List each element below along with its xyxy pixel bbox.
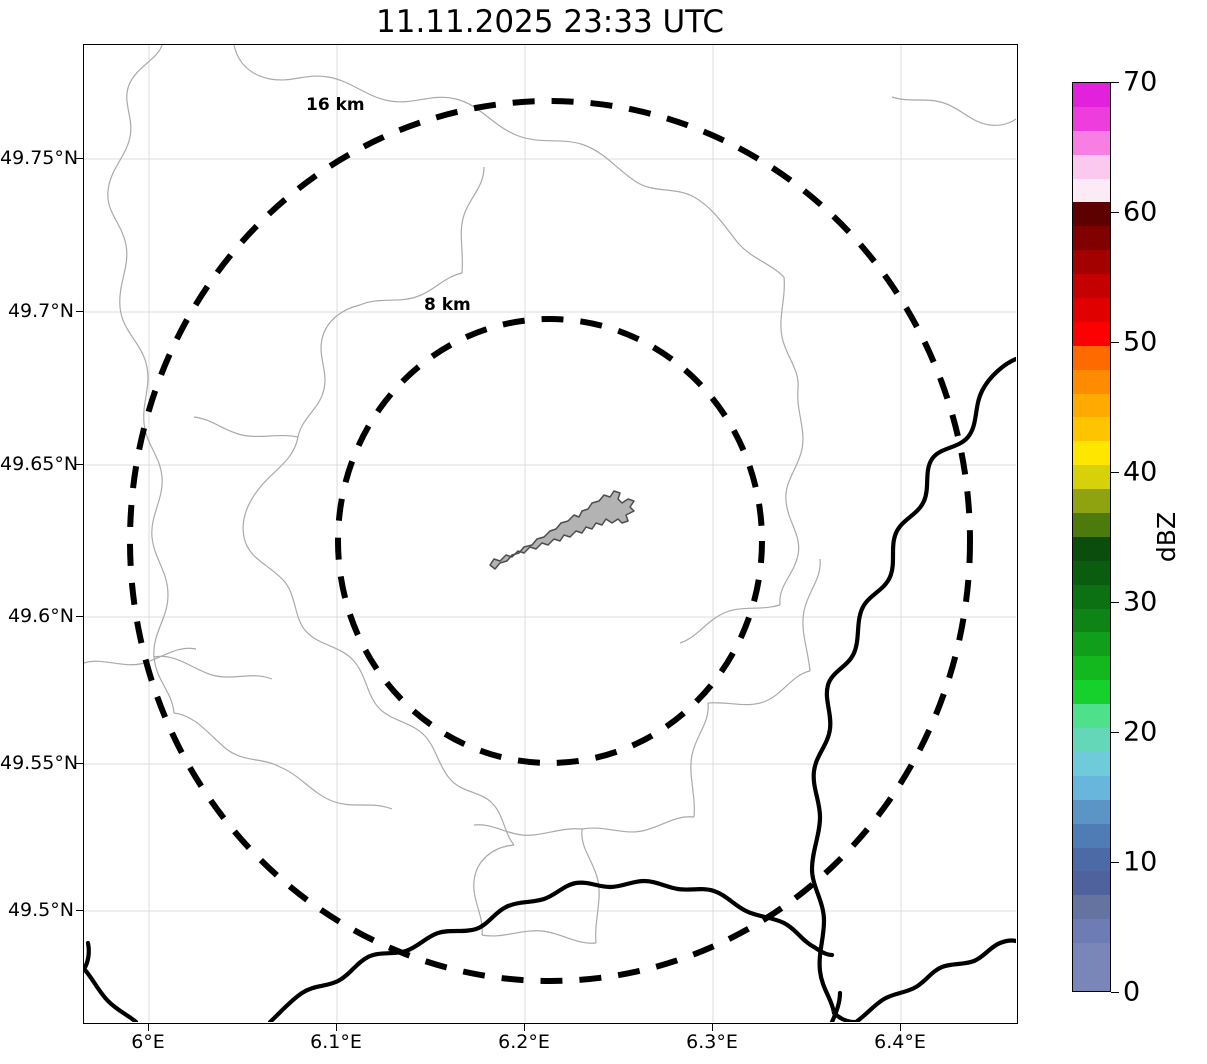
y-tickmark [76,311,83,312]
colorbar-band [1073,489,1110,514]
colorbar-band [1073,513,1110,537]
x-tick-label-0: 6°E [131,1031,165,1053]
colorbar-band [1073,728,1110,752]
x-tickmark [900,1024,901,1031]
colorbar-tick-label-0: 0 [1123,976,1141,1008]
colorbar-tick-label-70: 70 [1123,66,1158,98]
colorbar-band [1073,895,1110,920]
colorbar-band [1073,871,1110,896]
colorbar-band [1073,632,1110,657]
map-canvas [84,45,1016,1022]
colorbar-band [1073,369,1110,394]
colorbar-band [1073,847,1110,872]
x-tick-label-3: 6.3°E [686,1031,738,1053]
y-tick-label-4: 49.55°N [0,752,79,774]
colorbar-band [1073,345,1110,370]
colorbar-band [1073,536,1110,561]
colorbar-band [1073,250,1110,275]
y-tick-label-0: 49.75°N [0,147,79,169]
colorbar-tickmark [1111,342,1119,343]
colorbar-band [1073,441,1110,466]
y-tick-label-2: 49.65°N [0,453,79,475]
colorbar-band [1073,608,1110,633]
x-tickmark [336,1024,337,1031]
page-title: 11.11.2025 23:33 UTC [376,4,724,40]
y-tick-label-1: 49.7°N [7,300,74,322]
x-tick-label-1: 6.1°E [310,1031,362,1053]
colorbar-band [1073,83,1110,107]
colorbar-band [1073,465,1110,490]
admin-borders [84,45,1016,944]
colorbar-tickmark [1111,602,1119,603]
colorbar-band [1073,823,1110,848]
colorbar-band [1073,154,1110,179]
y-tickmark [76,158,83,159]
colorbar-band [1073,417,1110,442]
colorbar-band [1073,321,1110,346]
city-polygon [489,490,635,570]
y-tickmark [76,763,83,764]
x-tickmark [712,1024,713,1031]
colorbar-band [1073,393,1110,418]
colorbar-tickmark [1111,472,1119,473]
colorbar-band [1073,274,1110,299]
range-rings [127,98,973,984]
colorbar-tick-label-60: 60 [1123,196,1158,228]
colorbar-band [1073,130,1110,155]
colorbar-band [1073,560,1110,585]
x-tickmark [148,1024,149,1031]
y-tickmark [76,464,83,465]
range-ring-label-16km: 16 km [306,95,365,115]
colorbar-tick-label-10: 10 [1123,846,1158,878]
x-tick-label-2: 6.2°E [498,1031,550,1053]
y-tickmark [76,616,83,617]
colorbar-tickmark [1111,732,1119,733]
colorbar[interactable] [1072,82,1111,992]
colorbar-tick-label-30: 30 [1123,586,1158,618]
y-tick-label-3: 49.6°N [7,605,74,627]
colorbar-tick-label-40: 40 [1123,456,1158,488]
colorbar-band [1073,680,1110,705]
colorbar-tick-label-20: 20 [1123,716,1158,748]
colorbar-band [1073,704,1110,729]
colorbar-band [1073,919,1110,944]
range-ring-8km [335,316,765,766]
colorbar-tickmark [1111,212,1119,213]
x-tickmark [524,1024,525,1031]
gridlines [84,45,1016,1022]
y-tickmark [76,910,83,911]
range-ring-label-8km: 8 km [424,295,471,315]
colorbar-tickmark [1111,862,1119,863]
x-tick-label-4: 6.4°E [874,1031,926,1053]
colorbar-tickmark [1111,82,1119,83]
colorbar-band [1073,799,1110,824]
colorbar-axis-label: dBZ [1152,511,1181,563]
colorbar-band [1073,202,1110,227]
colorbar-band [1073,106,1110,131]
colorbar-band [1073,298,1110,322]
colorbar-band [1073,775,1110,800]
colorbar-band [1073,966,1110,991]
colorbar-tick-label-50: 50 [1123,326,1158,358]
colorbar-band [1073,656,1110,681]
colorbar-band [1073,584,1110,609]
y-tick-label-5: 49.5°N [7,899,74,921]
colorbar-band [1073,178,1110,203]
colorbar-band [1073,943,1110,967]
colorbar-band [1073,751,1110,776]
colorbar-tickmark [1111,992,1119,993]
colorbar-band [1073,226,1110,251]
map-axes[interactable]: 16 km 8 km [83,44,1018,1024]
national-borders [84,356,1016,1022]
range-ring-16km [127,98,973,984]
